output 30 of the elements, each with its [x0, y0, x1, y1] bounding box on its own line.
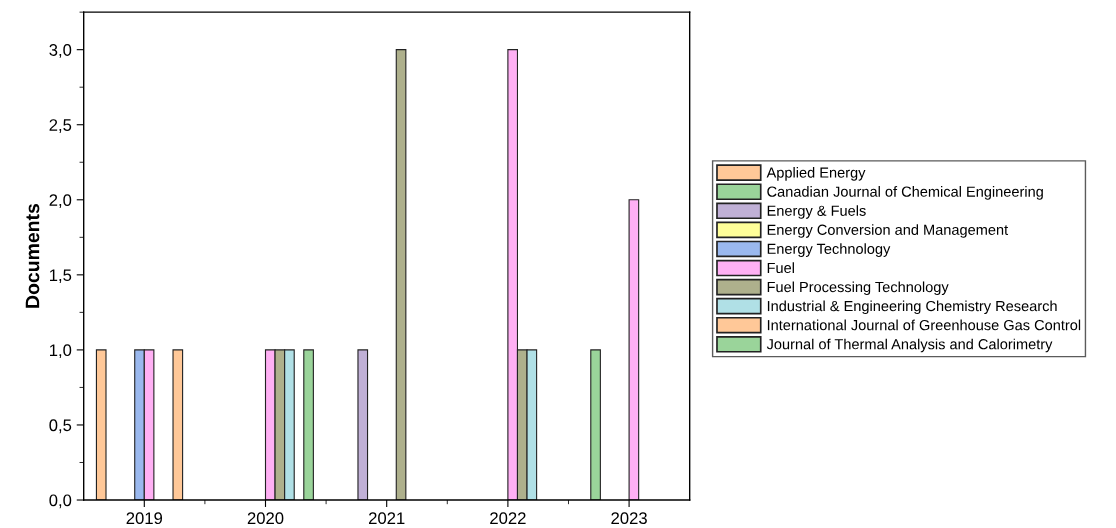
x-tick-label: 2022: [490, 512, 526, 525]
bar: [303, 349, 314, 501]
legend-label: Fuel Processing Technology: [767, 281, 949, 296]
legend-label: Fuel: [767, 262, 794, 274]
bar: [95, 349, 107, 501]
legend-label: Industrial & Engineering Chemistry Research: [767, 300, 1057, 315]
y-tick-label: 2,0: [49, 194, 72, 208]
y-axis-title: Documents: [25, 203, 40, 308]
y-tick-label: 0,0: [49, 494, 72, 509]
bar: [357, 349, 369, 501]
legend-label: Energy Conversion and Management: [767, 224, 1009, 238]
bar: [395, 49, 407, 501]
x-tick-label: 2021: [369, 512, 405, 525]
y-tick-label: 2,5: [49, 119, 72, 133]
y-tick-label: 1,0: [50, 344, 72, 359]
x-tick-label: 2020: [247, 512, 284, 525]
bar: [590, 349, 601, 501]
bar: [172, 349, 184, 501]
x-tick-label: 2023: [611, 512, 647, 525]
y-tick-label: 1,5: [50, 269, 72, 284]
legend-label: Energy & Fuels: [767, 205, 866, 219]
x-tick-label: 2019: [126, 512, 163, 525]
legend-label: Applied Energy: [766, 167, 866, 181]
bar: [628, 199, 640, 501]
legend-label: Journal of Thermal Analysis and Calorimetry: [766, 338, 1053, 353]
legend-label: International Journal of Greenhouse Gas Control: [767, 319, 1081, 331]
y-tick-label: 3,0: [49, 44, 72, 58]
legend-label: Canadian Journal of Chemical Engineering: [767, 186, 1043, 200]
legend-label: Energy Technology: [767, 243, 891, 257]
y-tick-label: 0,5: [49, 419, 72, 434]
